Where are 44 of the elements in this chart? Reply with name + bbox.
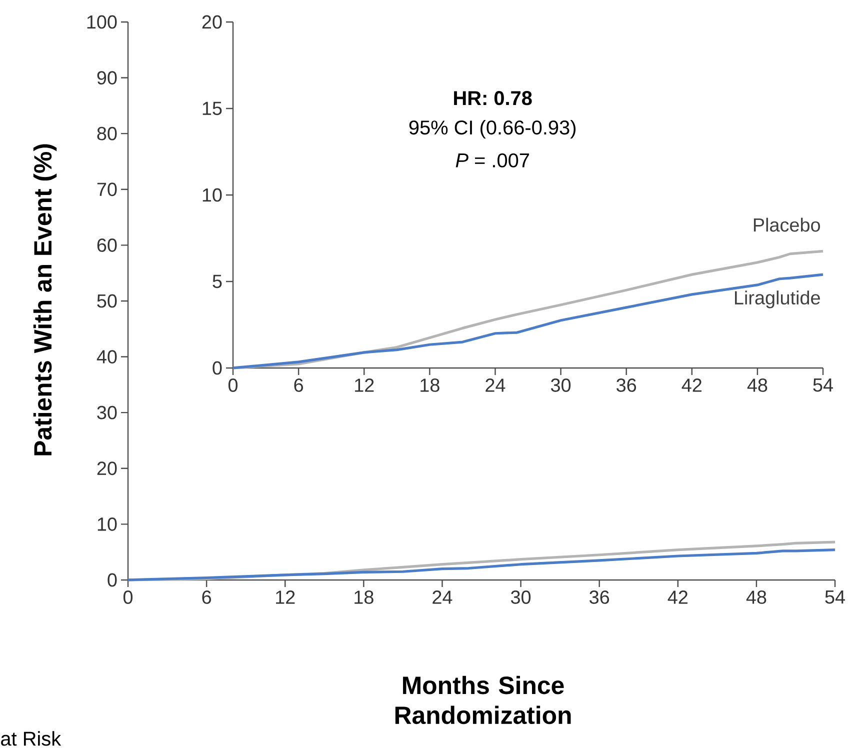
y-tick-label: 50 bbox=[97, 294, 117, 308]
series-label: Liraglutide bbox=[735, 290, 820, 308]
x-tick-label: 6 bbox=[202, 590, 211, 604]
x-axis-title: Months Since Randomization bbox=[395, 676, 571, 724]
y-tick-label: 15 bbox=[202, 102, 222, 116]
x-tick-label: 36 bbox=[590, 590, 610, 604]
y-tick-label: 20 bbox=[202, 15, 222, 29]
y-tick-label: 30 bbox=[97, 406, 117, 420]
y-tick-label: 10 bbox=[98, 517, 117, 531]
x-tick-label: 0 bbox=[228, 378, 238, 392]
y-tick-label: 80 bbox=[97, 126, 117, 140]
y-tick-label: 70 bbox=[97, 182, 117, 196]
x-tick-label: 30 bbox=[510, 590, 531, 604]
text: at Risk bbox=[1, 731, 62, 746]
annotation: HR: 0.78 bbox=[454, 91, 532, 106]
y-axis-title: Patients With an Event (%) bbox=[33, 144, 57, 456]
y-tick-label: 20 bbox=[97, 462, 117, 476]
x-tick-label: 6 bbox=[294, 378, 303, 392]
x-tick-label: 54 bbox=[813, 378, 833, 392]
x-tick-label: 42 bbox=[668, 590, 688, 604]
y-tick-label: 5 bbox=[212, 274, 222, 288]
x-tick-label: 18 bbox=[420, 378, 440, 392]
x-tick-label: 48 bbox=[747, 378, 768, 392]
x-tick-label: 12 bbox=[355, 378, 374, 392]
y-tick-label: 0 bbox=[108, 573, 117, 587]
x-tick-label: 24 bbox=[486, 378, 506, 392]
x-tick-label: 18 bbox=[354, 590, 374, 604]
x-tick-label: 12 bbox=[276, 590, 295, 604]
y-tick-label: 90 bbox=[97, 71, 117, 84]
annotation: P = .007 bbox=[456, 153, 529, 168]
x-tick-label: 42 bbox=[682, 378, 702, 392]
x-tick-label: 54 bbox=[825, 590, 845, 604]
x-tick-label: 0 bbox=[123, 590, 133, 604]
y-tick-label: 10 bbox=[202, 188, 222, 202]
y-tick-label: 60 bbox=[97, 238, 117, 252]
y-tick-label: 40 bbox=[96, 350, 117, 364]
x-tick-label: 30 bbox=[550, 378, 571, 392]
series-label: Placebo bbox=[754, 218, 820, 232]
x-tick-label: 36 bbox=[616, 378, 636, 392]
x-tick-label: 48 bbox=[746, 590, 766, 604]
y-tick-label: 0 bbox=[212, 361, 222, 375]
y-tick-label: 100 bbox=[87, 15, 117, 29]
annotation: 95% CI (0.66-0.93) bbox=[409, 120, 576, 139]
x-tick-label: 24 bbox=[432, 590, 452, 604]
